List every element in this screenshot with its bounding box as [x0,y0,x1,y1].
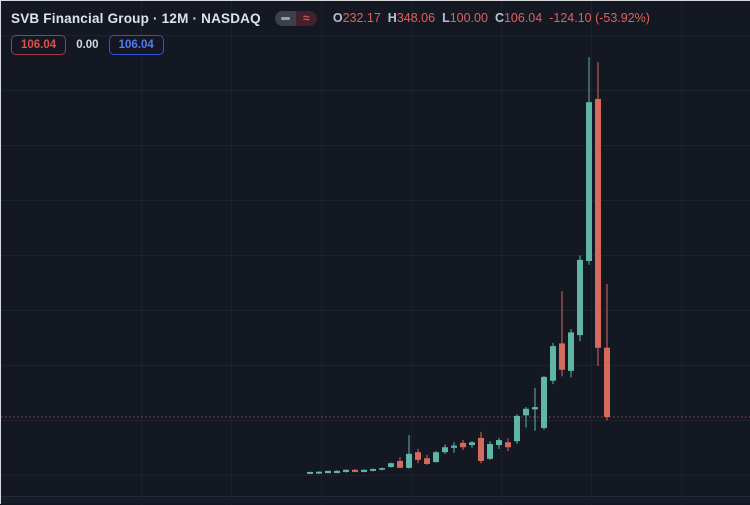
sell-price-button[interactable]: 106.04 [11,34,67,55]
bar-style-toggle[interactable]: ≈ [274,10,317,26]
dash-icon[interactable] [274,10,296,26]
candle [604,284,610,421]
candle [595,62,601,366]
ohlc-low: L100.00 [442,11,488,25]
candle [343,469,349,473]
ohlc-high: H348.06 [387,11,436,25]
candle [325,470,331,474]
candle [442,444,448,454]
candle [460,440,466,450]
candle [406,435,412,469]
candle [559,291,565,377]
change-readout: -124.10 (-53.92%) [549,11,650,25]
quote-row: 106.04 0.00 106.04 [11,34,650,55]
candle [496,437,502,449]
candle [361,469,367,473]
ohlc-open: O232.17 [332,11,381,25]
candlestick-series [307,57,610,475]
candle [370,468,376,472]
candle [433,451,439,463]
candle [478,431,484,464]
candle [451,442,457,453]
candle [388,462,394,468]
candle [568,329,574,378]
candle [379,467,385,471]
price-gridlines [1,35,750,476]
candle [532,387,538,431]
candle [586,57,592,265]
candle [352,469,358,473]
spread-value: 0.00 [76,38,99,51]
candle [541,375,547,430]
approx-equal-icon[interactable]: ≈ [295,10,317,26]
candle [505,438,511,452]
symbol-title: SVB Financial Group · 12M · NASDAQ [11,10,261,26]
buy-price-button[interactable]: 106.04 [108,34,164,55]
candle [397,457,403,469]
candle [469,441,475,448]
candle [577,255,583,342]
ohlc-readout: O232.17 H348.06 L100.00 C106.04 -124.10 … [333,11,650,25]
candle [523,407,529,428]
chart-legend: SVB Financial Group · 12M · NASDAQ ≈ O23… [11,8,650,55]
candle [316,471,322,474]
candle [415,448,421,464]
candle [424,454,430,465]
ohlc-close: C106.04 [494,11,543,25]
candle [487,441,493,460]
candle [334,470,340,474]
candle [307,471,313,475]
time-axis-edge [1,496,750,503]
candle [514,414,520,444]
candle [550,342,556,385]
